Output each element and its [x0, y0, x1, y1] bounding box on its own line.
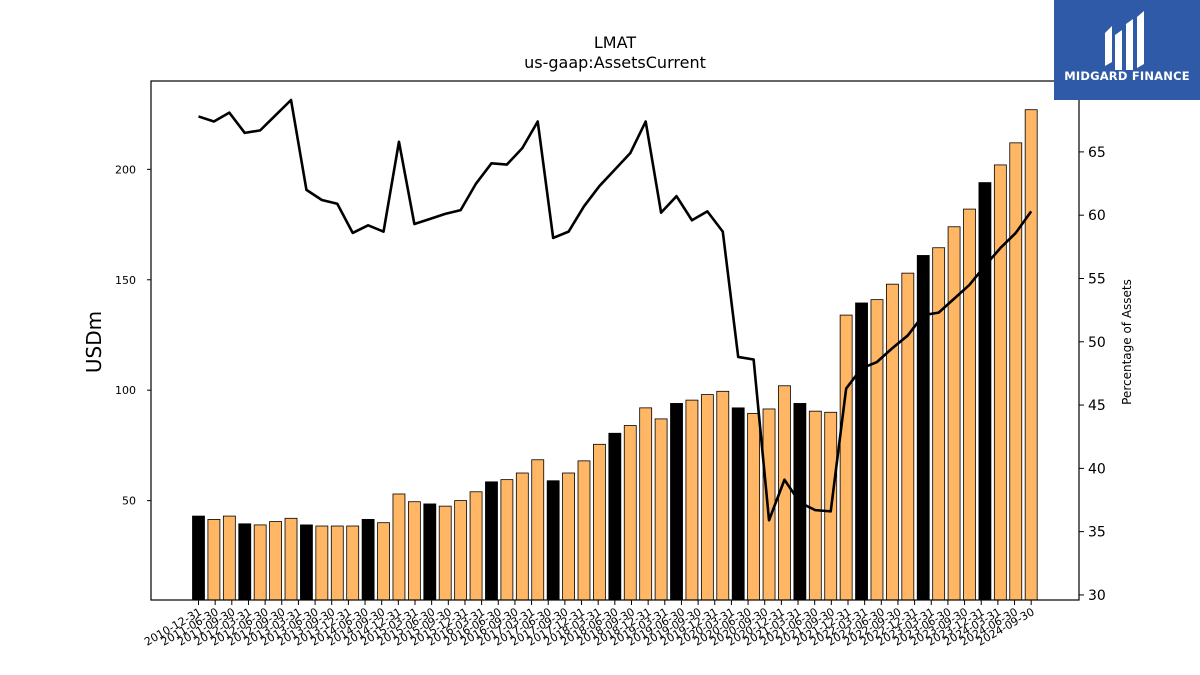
y2-tick-label: 65: [1088, 145, 1106, 161]
bar: [562, 472, 575, 601]
y-tick-label: 200: [115, 163, 136, 176]
y-tick-label: 100: [115, 384, 136, 397]
bar: [947, 226, 961, 601]
bar: [1024, 109, 1038, 601]
y2-tick-label: 35: [1088, 525, 1106, 541]
bar: [407, 501, 421, 601]
bar: [238, 523, 252, 601]
bar: [361, 518, 375, 601]
logo-text: MIDGARD FINANCE: [1064, 69, 1190, 83]
y2-tick-label: 55: [1088, 271, 1106, 287]
bar: [747, 412, 761, 601]
bar: [993, 164, 1007, 601]
bar: [469, 491, 483, 601]
brand-logo: MIDGARD FINANCE: [1054, 0, 1200, 100]
bar: [963, 208, 976, 601]
bar: [423, 503, 437, 601]
bar: [731, 407, 745, 601]
line-group: [198, 98, 1033, 522]
bar: [438, 505, 452, 601]
bar: [762, 408, 776, 601]
bar: [700, 394, 714, 601]
bar: [192, 515, 205, 601]
axes-group: 5010015020030354045505560652010-12-31201…: [115, 80, 1106, 649]
bar: [593, 443, 606, 601]
bar: [207, 518, 221, 601]
bar: [839, 314, 853, 601]
y2-tick-label: 60: [1088, 208, 1106, 224]
bar: [608, 432, 622, 601]
bar: [315, 525, 329, 601]
bar: [623, 425, 637, 601]
bar: [685, 399, 699, 601]
bar: [284, 517, 298, 601]
bar: [515, 472, 529, 601]
chart-subtitle: us-gaap:AssetsCurrent: [524, 53, 706, 72]
bar: [485, 481, 498, 601]
bar: [300, 524, 313, 601]
bar: [855, 302, 868, 601]
bar: [253, 524, 267, 601]
bar: [670, 403, 683, 601]
logo-mark-icon: [1105, 11, 1144, 70]
bar: [330, 525, 344, 601]
bar: [639, 407, 653, 601]
bar: [654, 418, 668, 601]
bar: [577, 460, 591, 601]
y2-tick-label: 40: [1088, 461, 1106, 477]
y2-tick-label: 50: [1088, 335, 1106, 351]
bar: [916, 255, 930, 601]
bar: [870, 299, 884, 601]
bar: [454, 500, 468, 601]
bar: [222, 515, 236, 601]
bar: [978, 182, 992, 601]
y2-axis-label: Percentage of Assets: [1120, 279, 1134, 405]
bar: [377, 522, 390, 601]
bar: [346, 525, 360, 601]
bar: [546, 480, 560, 601]
y-tick-label: 150: [115, 274, 136, 287]
chart-title: LMAT: [594, 33, 636, 52]
bar: [500, 479, 514, 601]
y2-tick-label: 30: [1088, 588, 1106, 604]
y-axis-label: USDm: [82, 311, 106, 373]
bar: [808, 410, 822, 601]
bar: [932, 247, 946, 601]
bar: [716, 390, 730, 601]
bar: [886, 283, 899, 601]
bar: [901, 272, 915, 601]
bar: [392, 493, 406, 601]
percentage-line: [198, 98, 1033, 522]
bar: [1009, 142, 1023, 601]
bar: [269, 521, 283, 601]
y-tick-label: 50: [122, 495, 136, 508]
bars-group: [192, 109, 1038, 601]
y2-tick-label: 45: [1088, 398, 1106, 414]
bar: [531, 459, 545, 601]
